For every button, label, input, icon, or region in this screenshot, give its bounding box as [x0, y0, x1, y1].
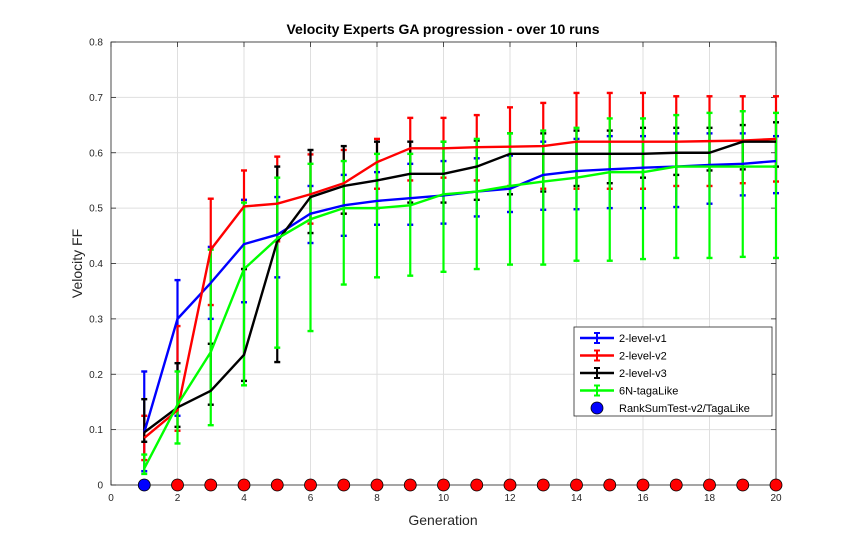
significance-marker	[304, 478, 317, 492]
x-tick-label: 14	[571, 493, 583, 504]
legend-label: 2-level-v2	[619, 351, 667, 363]
x-tick-label: 10	[438, 493, 450, 504]
x-tick-label: 20	[770, 493, 782, 504]
x-axis-title: Generation	[408, 512, 477, 528]
x-tick-label: 8	[374, 493, 380, 504]
x-tick-label: 16	[637, 493, 649, 504]
significance-marker	[437, 478, 450, 492]
significance-marker	[536, 478, 550, 492]
x-tick-label: 0	[108, 493, 114, 504]
y-tick-label: 0.8	[89, 38, 103, 49]
x-tick-label: 12	[504, 493, 516, 504]
y-tick-label: 0.3	[89, 314, 103, 325]
y-tick-label: 0.4	[89, 259, 103, 270]
legend-label: 6N-tagaLike	[619, 386, 678, 398]
legend-label: RankSumTest-v2/TagaLike	[619, 403, 750, 415]
significance-marker	[270, 478, 284, 492]
series-line-2-level-v2	[143, 137, 777, 439]
significance-marker	[503, 478, 517, 492]
series-line-2-level-v3	[143, 140, 776, 434]
significance-marker	[137, 478, 151, 492]
legend-box	[573, 326, 773, 417]
significance-marker	[237, 478, 251, 492]
significance-markers	[137, 478, 783, 492]
series-lines	[143, 137, 777, 469]
y-tick-label: 0.5	[89, 204, 103, 215]
significance-marker	[636, 478, 650, 492]
legend-marker	[590, 401, 604, 415]
significance-marker	[403, 478, 417, 492]
significance-marker	[603, 478, 617, 492]
y-tick-label: 0.1	[89, 425, 103, 436]
x-tick-label: 18	[704, 493, 716, 504]
significance-marker	[171, 478, 184, 492]
legend-label: 2-level-v3	[619, 368, 667, 380]
series-line-6n-tagalike	[143, 165, 776, 469]
significance-marker	[204, 478, 218, 492]
significance-marker	[736, 478, 750, 492]
x-tick-label: 6	[308, 493, 314, 504]
tick-labels: 0 2 4 6 8 10 12 14 16 18 20 0 0.1 0.2 0.3 0.4 0.5 0.6 0.7 0…	[89, 38, 782, 505]
significance-marker	[570, 478, 583, 492]
significance-marker	[470, 478, 484, 492]
y-tick-label: 0.7	[89, 93, 103, 104]
chart-title: Velocity Experts GA progression - over 1…	[286, 21, 599, 37]
x-tick-label: 2	[175, 493, 181, 504]
significance-marker	[669, 478, 683, 492]
error-bars	[141, 91, 779, 476]
significance-marker	[703, 478, 716, 492]
y-axis-title: Velocity FF	[69, 229, 85, 298]
x-tick-label: 4	[241, 493, 247, 504]
y-tick-label: 0.6	[89, 148, 103, 159]
significance-marker	[769, 478, 783, 492]
significance-marker	[337, 478, 351, 492]
legend-label: 2-level-v1	[619, 333, 667, 345]
y-tick-label: 0.2	[89, 370, 103, 381]
significance-marker	[370, 478, 384, 492]
legend: 2-level-v1 2-level-v2 2-level-v3 6N-tagaLik…	[573, 326, 773, 417]
y-tick-label: 0	[97, 481, 103, 492]
